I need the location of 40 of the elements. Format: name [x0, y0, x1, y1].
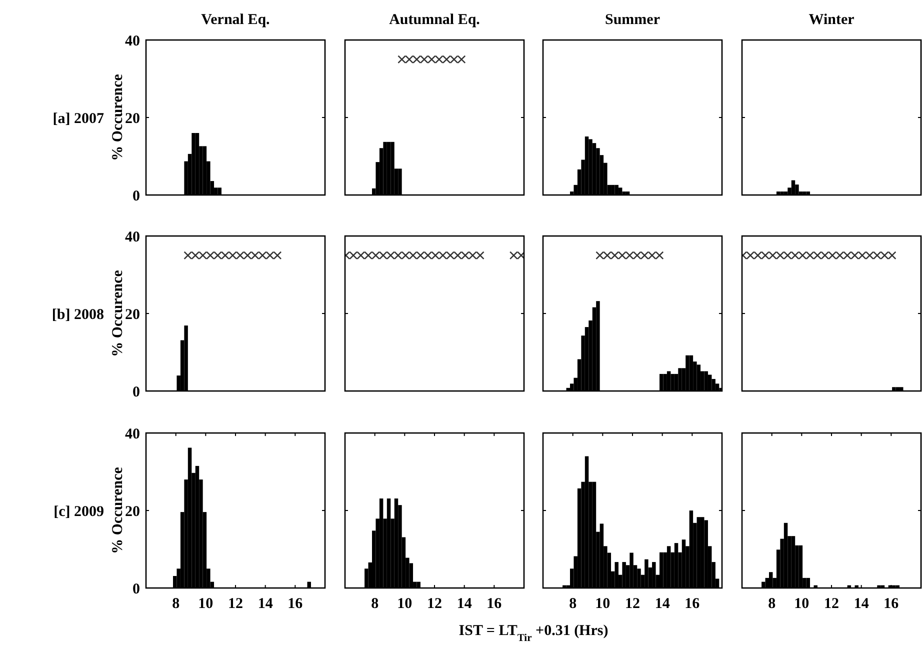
x-tick-label: 10 [397, 596, 412, 612]
x-tick-label: 8 [172, 596, 180, 612]
x-tick-label: 16 [684, 596, 700, 612]
x-tick-label: 8 [371, 596, 379, 612]
x-tick-label: 16 [884, 596, 900, 612]
x-tick-label: 16 [486, 596, 502, 612]
x-tick-label: 14 [258, 596, 274, 612]
chart-title: Autumnal Eq. [389, 12, 480, 28]
x-tick-label: 8 [768, 596, 776, 612]
chart-title: Summer [605, 12, 660, 28]
x-tick-label: 12 [228, 596, 243, 612]
x-tick-label: 10 [198, 596, 214, 612]
chart-title: Winter [808, 12, 855, 28]
text: [a] 2007 [52, 110, 104, 127]
x-tick-label: 12 [824, 596, 839, 612]
x-tick-label: 14 [456, 596, 472, 612]
y-tick-label: 0 [132, 188, 140, 204]
x-axis-title: IST = LT$_{Tir}$ +0.31 (Hrs) [458, 623, 608, 644]
y-tick-label: 20 [125, 306, 140, 323]
x-tick-label: 10 [794, 596, 810, 612]
y-tick-label: 20 [125, 504, 140, 520]
x-tick-label: 12 [625, 596, 640, 612]
y-axis-title: % Occurence [110, 466, 126, 554]
text: [c] 2009 [54, 504, 104, 520]
y-tick-label: 40 [125, 229, 140, 246]
y-axis-title: % Occurence [110, 74, 126, 161]
y-tick-label: 40 [125, 426, 140, 442]
chart-title: Vernal Eq. [201, 12, 270, 28]
x-tick-label: 8 [569, 596, 577, 612]
y-tick-label: 0 [132, 384, 140, 400]
y-axis-title: % Occurence [110, 270, 126, 357]
text: [b] 2008 [52, 306, 104, 323]
y-tick-label: 20 [125, 110, 140, 127]
y-tick-label: 0 [132, 581, 140, 598]
x-tick-label: 14 [854, 596, 870, 612]
x-tick-label: 10 [595, 596, 610, 612]
y-tick-label: 40 [125, 33, 140, 50]
x-tick-label: 12 [427, 596, 442, 612]
x-tick-label: 14 [654, 596, 670, 612]
x-tick-label: 16 [288, 596, 304, 612]
